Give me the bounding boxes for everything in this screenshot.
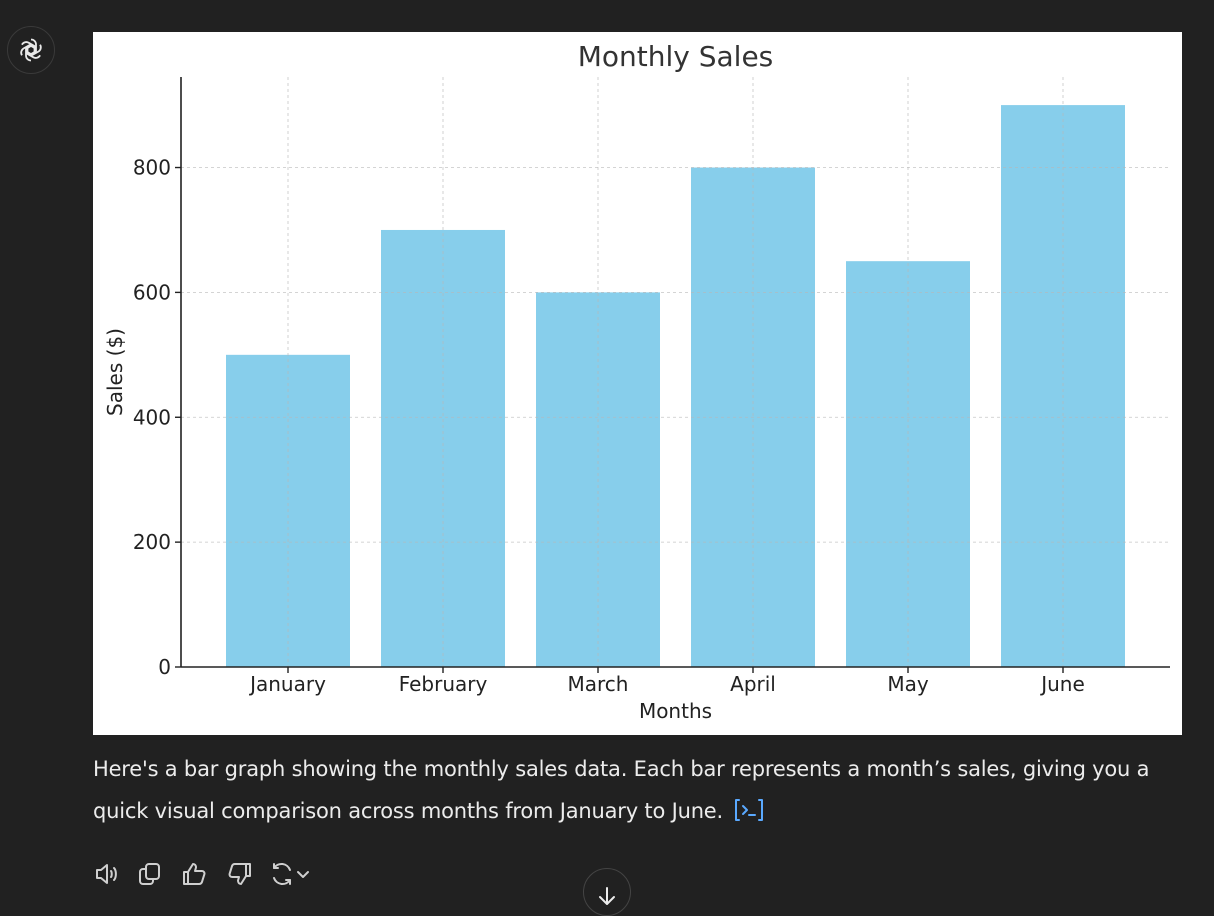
y-tick-label: 200 <box>133 530 171 554</box>
message-line-2: quick visual comparison across months fr… <box>93 799 724 823</box>
chevron-down-icon <box>297 871 309 878</box>
thumbs-down-icon <box>228 863 251 885</box>
chart-image: 0 200 400 600 800 January February March April Ma… <box>93 32 1182 735</box>
x-tick-label: June <box>1039 672 1085 696</box>
code-terminal-icon[interactable] <box>734 794 764 836</box>
scroll-to-bottom-button[interactable] <box>583 868 631 916</box>
y-tick-label: 600 <box>133 280 171 304</box>
y-tick-label: 800 <box>133 156 171 180</box>
speaker-icon <box>96 864 117 884</box>
dislike-button[interactable] <box>225 856 269 892</box>
x-tick-label: May <box>887 672 929 696</box>
read-aloud-button[interactable] <box>93 856 137 892</box>
chart-title: Monthly Sales <box>578 40 774 73</box>
y-tick-label: 0 <box>158 655 171 679</box>
openai-logo-icon <box>20 38 42 62</box>
x-tick-label: January <box>248 672 326 696</box>
assistant-message: Here's a bar graph showing the monthly s… <box>93 748 1193 836</box>
message-actions <box>93 856 329 892</box>
message-line-1: Here's a bar graph showing the monthly s… <box>93 757 1150 781</box>
assistant-avatar <box>7 26 55 74</box>
like-button[interactable] <box>181 856 225 892</box>
x-tick-label: February <box>399 672 488 696</box>
x-tick-label: April <box>730 672 776 696</box>
bar-chart: 0 200 400 600 800 January February March April Ma… <box>103 40 1170 723</box>
thumbs-up-icon <box>183 863 206 885</box>
x-axis-label: Months <box>639 699 712 723</box>
y-axis-label: Sales ($) <box>103 328 127 416</box>
copy-button[interactable] <box>137 856 181 892</box>
copy-icon <box>139 863 160 885</box>
x-tick-label: March <box>568 672 629 696</box>
refresh-icon <box>273 863 291 885</box>
y-tick-label: 400 <box>133 405 171 429</box>
regenerate-button[interactable] <box>269 856 329 892</box>
